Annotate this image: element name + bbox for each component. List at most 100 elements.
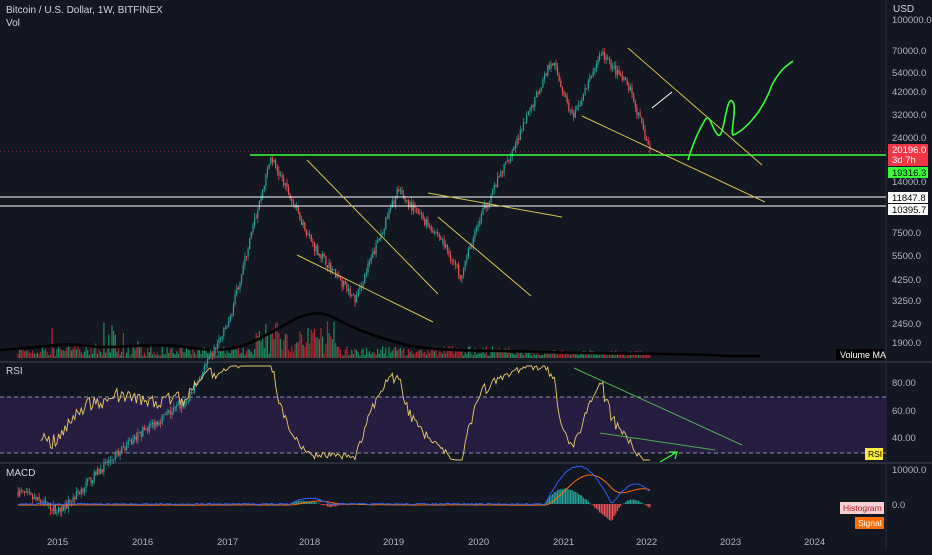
volume-bar: [197, 350, 198, 358]
volume-bar: [448, 346, 449, 358]
volume-bar: [69, 347, 70, 358]
volume-bar: [628, 355, 629, 358]
volume-bar: [473, 355, 474, 358]
volume-bar: [387, 356, 388, 358]
price-tick: 24000.0: [892, 133, 926, 144]
candle-body: [113, 460, 114, 461]
volume-bar: [614, 355, 615, 358]
candle-body: [215, 348, 216, 350]
histogram-bar: [325, 504, 326, 505]
candle-body: [222, 336, 223, 338]
volume-label[interactable]: Vol: [6, 18, 20, 29]
macd-pane-label[interactable]: MACD: [6, 468, 35, 479]
volume-bar: [74, 346, 75, 358]
histogram-bar: [631, 500, 632, 504]
price-scale[interactable]: 100000.0 70000.0 54000.0 42000.0 32000.0…: [892, 15, 932, 349]
histogram-bar: [646, 504, 647, 506]
candle-body: [82, 489, 83, 492]
candle-body: [205, 364, 206, 366]
volume-bar: [317, 337, 318, 358]
candle-body: [223, 328, 224, 336]
candle-body: [413, 204, 414, 210]
volume-bar: [120, 355, 121, 358]
volume-bar: [377, 349, 378, 358]
candle-body: [81, 489, 82, 494]
candle-body: [168, 411, 169, 413]
candle-body: [333, 269, 334, 270]
volume-bar: [296, 343, 297, 358]
volume-bar: [312, 332, 313, 358]
volume-bar: [413, 354, 414, 358]
volume-bar: [267, 334, 268, 358]
price-tick: 7500.0: [892, 228, 921, 239]
histogram-bar: [623, 503, 624, 504]
histogram-bar: [628, 500, 629, 504]
volume-bar: [301, 335, 302, 358]
histogram-bar: [633, 499, 634, 504]
volume-bar: [43, 351, 44, 358]
candle-body: [562, 87, 563, 91]
candle-body: [160, 423, 161, 424]
candle-body: [73, 497, 74, 502]
volume-bar: [390, 353, 391, 358]
volume-bar: [463, 356, 464, 358]
volume-bar: [518, 353, 519, 358]
histogram-bar: [586, 500, 587, 504]
rsi-scale[interactable]: 80.00 60.00 40.00: [892, 378, 916, 444]
volume-bar: [92, 354, 93, 358]
candle-body: [26, 492, 27, 493]
volume-bar: [79, 349, 80, 358]
volume-bar: [398, 349, 399, 358]
chart-title[interactable]: Bitcoin / U.S. Dollar, 1W, BITFINEX: [6, 5, 163, 16]
volume-bar: [319, 339, 320, 358]
candle-body: [180, 404, 181, 408]
volume-bar: [486, 347, 487, 358]
volume-bar: [353, 354, 354, 358]
candle-body: [580, 105, 581, 106]
volume-ma-label: Volume MA: [840, 350, 886, 360]
histogram-bar: [610, 504, 611, 521]
volume-bar: [136, 348, 137, 358]
candle-body: [309, 234, 310, 236]
volume-bar: [507, 353, 508, 358]
volume-bar: [264, 348, 265, 358]
candle-body: [241, 275, 242, 283]
time-axis[interactable]: 2015 2016 2017 2018 2019 2020 2021 2022 …: [47, 537, 825, 548]
candle-body: [400, 190, 401, 191]
candle-body: [418, 209, 419, 214]
candle-body: [432, 231, 433, 233]
candle-body: [121, 446, 122, 453]
volume-bar: [34, 353, 35, 358]
candle-body: [120, 453, 121, 456]
candle-body: [39, 497, 40, 500]
candle-body: [40, 500, 41, 503]
volume-bar: [408, 349, 409, 358]
candle-body: [473, 238, 474, 247]
candle-body: [178, 404, 179, 405]
candle-body: [133, 439, 134, 444]
rsi-pane-label[interactable]: RSI: [6, 366, 23, 377]
candle-body: [630, 87, 631, 90]
histogram-bar: [581, 496, 582, 505]
volume-bar: [241, 353, 242, 358]
volume-bar: [499, 348, 500, 358]
volume-bar: [295, 344, 296, 358]
candle-body: [585, 88, 586, 94]
macd-scale[interactable]: 10000.0 0.0: [892, 465, 926, 511]
candle-body: [191, 392, 192, 393]
candle-body: [233, 304, 234, 314]
candle-body: [123, 446, 124, 447]
candle-body: [303, 222, 304, 225]
volume-bar: [278, 333, 279, 358]
volume-bar: [380, 350, 381, 358]
candle-body: [392, 201, 393, 208]
candle-body: [619, 70, 620, 74]
volume-bar: [450, 350, 451, 358]
candle-body: [481, 214, 482, 221]
histogram-bar: [630, 500, 631, 504]
volume-bar: [37, 353, 38, 358]
candle-body: [244, 256, 245, 265]
candle-body: [207, 359, 208, 364]
candle-body: [542, 79, 543, 88]
